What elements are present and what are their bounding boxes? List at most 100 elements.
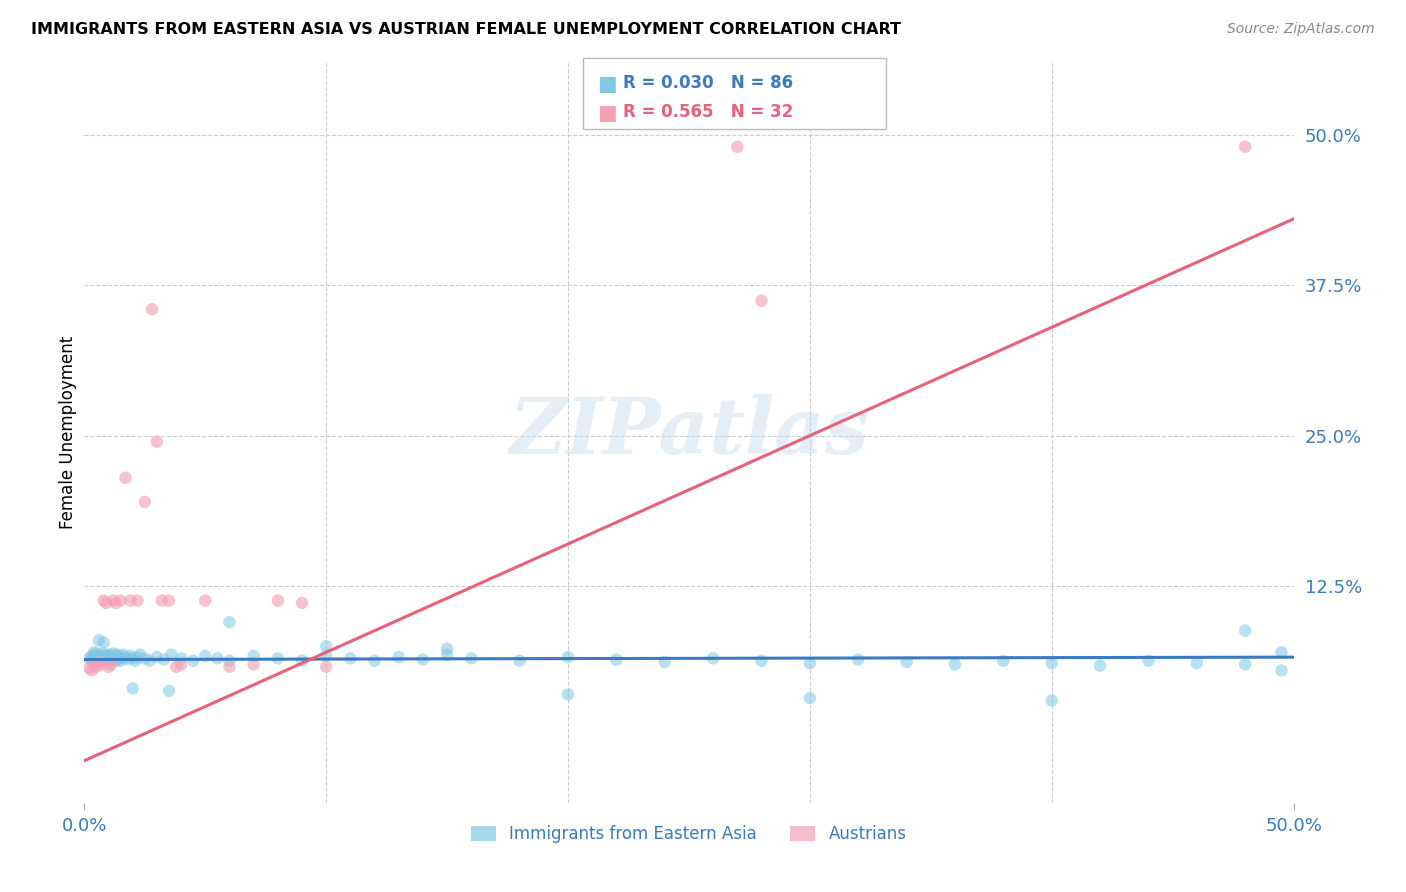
Point <box>120 648 142 663</box>
Point <box>97 648 120 662</box>
Point <box>107 648 129 662</box>
Point <box>121 651 143 665</box>
Point <box>1234 657 1257 672</box>
Point <box>1137 654 1160 668</box>
Point <box>100 657 122 672</box>
Point <box>1040 693 1063 707</box>
Point <box>86 647 108 661</box>
Point <box>120 593 142 607</box>
Point <box>112 648 135 662</box>
Point <box>129 648 152 662</box>
Text: IMMIGRANTS FROM EASTERN ASIA VS AUSTRIAN FEMALE UNEMPLOYMENT CORRELATION CHART: IMMIGRANTS FROM EASTERN ASIA VS AUSTRIAN… <box>31 22 901 37</box>
Point <box>207 651 229 665</box>
Text: ZIPatlas: ZIPatlas <box>509 394 869 471</box>
Point <box>114 471 136 485</box>
Point <box>97 659 120 673</box>
Point <box>1185 656 1208 670</box>
Legend: Immigrants from Eastern Asia, Austrians: Immigrants from Eastern Asia, Austrians <box>464 819 914 850</box>
Point <box>134 495 156 509</box>
Y-axis label: Female Unemployment: Female Unemployment <box>59 336 77 529</box>
Point <box>460 651 482 665</box>
Point <box>1088 658 1111 673</box>
Point <box>97 651 120 665</box>
Point <box>194 648 217 663</box>
Point <box>83 645 105 659</box>
Point <box>110 650 132 665</box>
Point <box>80 664 103 678</box>
Point <box>104 596 127 610</box>
Point <box>194 593 217 607</box>
Point <box>557 688 579 702</box>
Point <box>124 654 146 668</box>
Point <box>165 659 187 673</box>
Point <box>1234 139 1257 153</box>
Point <box>242 657 264 672</box>
Point <box>157 593 180 607</box>
Point <box>87 648 110 662</box>
Point <box>170 651 193 665</box>
Text: R = 0.565   N = 32: R = 0.565 N = 32 <box>623 103 793 120</box>
Point <box>110 593 132 607</box>
Point <box>1270 664 1292 678</box>
Point <box>94 654 117 668</box>
Point <box>436 641 458 656</box>
Point <box>77 661 100 675</box>
Text: ■: ■ <box>598 103 617 122</box>
Point <box>90 657 112 672</box>
Point <box>846 652 869 666</box>
Point <box>751 654 773 668</box>
Point <box>104 648 127 663</box>
Point <box>181 654 204 668</box>
Point <box>87 655 110 669</box>
Point <box>100 648 122 663</box>
Point <box>267 651 290 665</box>
Point <box>86 654 108 668</box>
Point <box>77 651 100 665</box>
Point <box>557 650 579 665</box>
Point <box>291 596 314 610</box>
Point <box>339 651 361 665</box>
Point <box>1234 624 1257 638</box>
Point <box>94 648 117 663</box>
Point <box>127 593 149 607</box>
Point <box>388 650 411 665</box>
Point <box>218 659 240 673</box>
Point <box>315 640 337 654</box>
Point <box>799 691 821 706</box>
Point <box>107 651 129 665</box>
Point <box>799 656 821 670</box>
Point <box>83 657 105 672</box>
Point <box>157 683 180 698</box>
Point <box>112 651 135 665</box>
Point <box>90 648 112 663</box>
Point <box>702 651 724 665</box>
Point <box>117 652 139 666</box>
Point <box>94 596 117 610</box>
Point <box>103 651 125 665</box>
Point <box>93 636 115 650</box>
Point <box>291 654 314 668</box>
Point <box>751 293 773 308</box>
Point <box>80 648 103 663</box>
Point <box>267 593 290 607</box>
Point <box>412 652 434 666</box>
Point <box>896 655 918 669</box>
Point <box>943 657 966 672</box>
Point <box>170 657 193 672</box>
Point <box>121 681 143 696</box>
Text: Source: ZipAtlas.com: Source: ZipAtlas.com <box>1227 22 1375 37</box>
Point <box>218 654 240 668</box>
Point <box>605 652 627 666</box>
Point <box>242 648 264 663</box>
Point <box>150 593 173 607</box>
Point <box>153 652 176 666</box>
Point <box>104 654 127 668</box>
Point <box>138 654 160 668</box>
Point <box>363 654 385 668</box>
Point <box>218 615 240 630</box>
Point <box>103 647 125 661</box>
Point <box>160 648 183 662</box>
Point <box>1270 645 1292 659</box>
Point <box>315 648 337 663</box>
Point <box>114 650 136 665</box>
